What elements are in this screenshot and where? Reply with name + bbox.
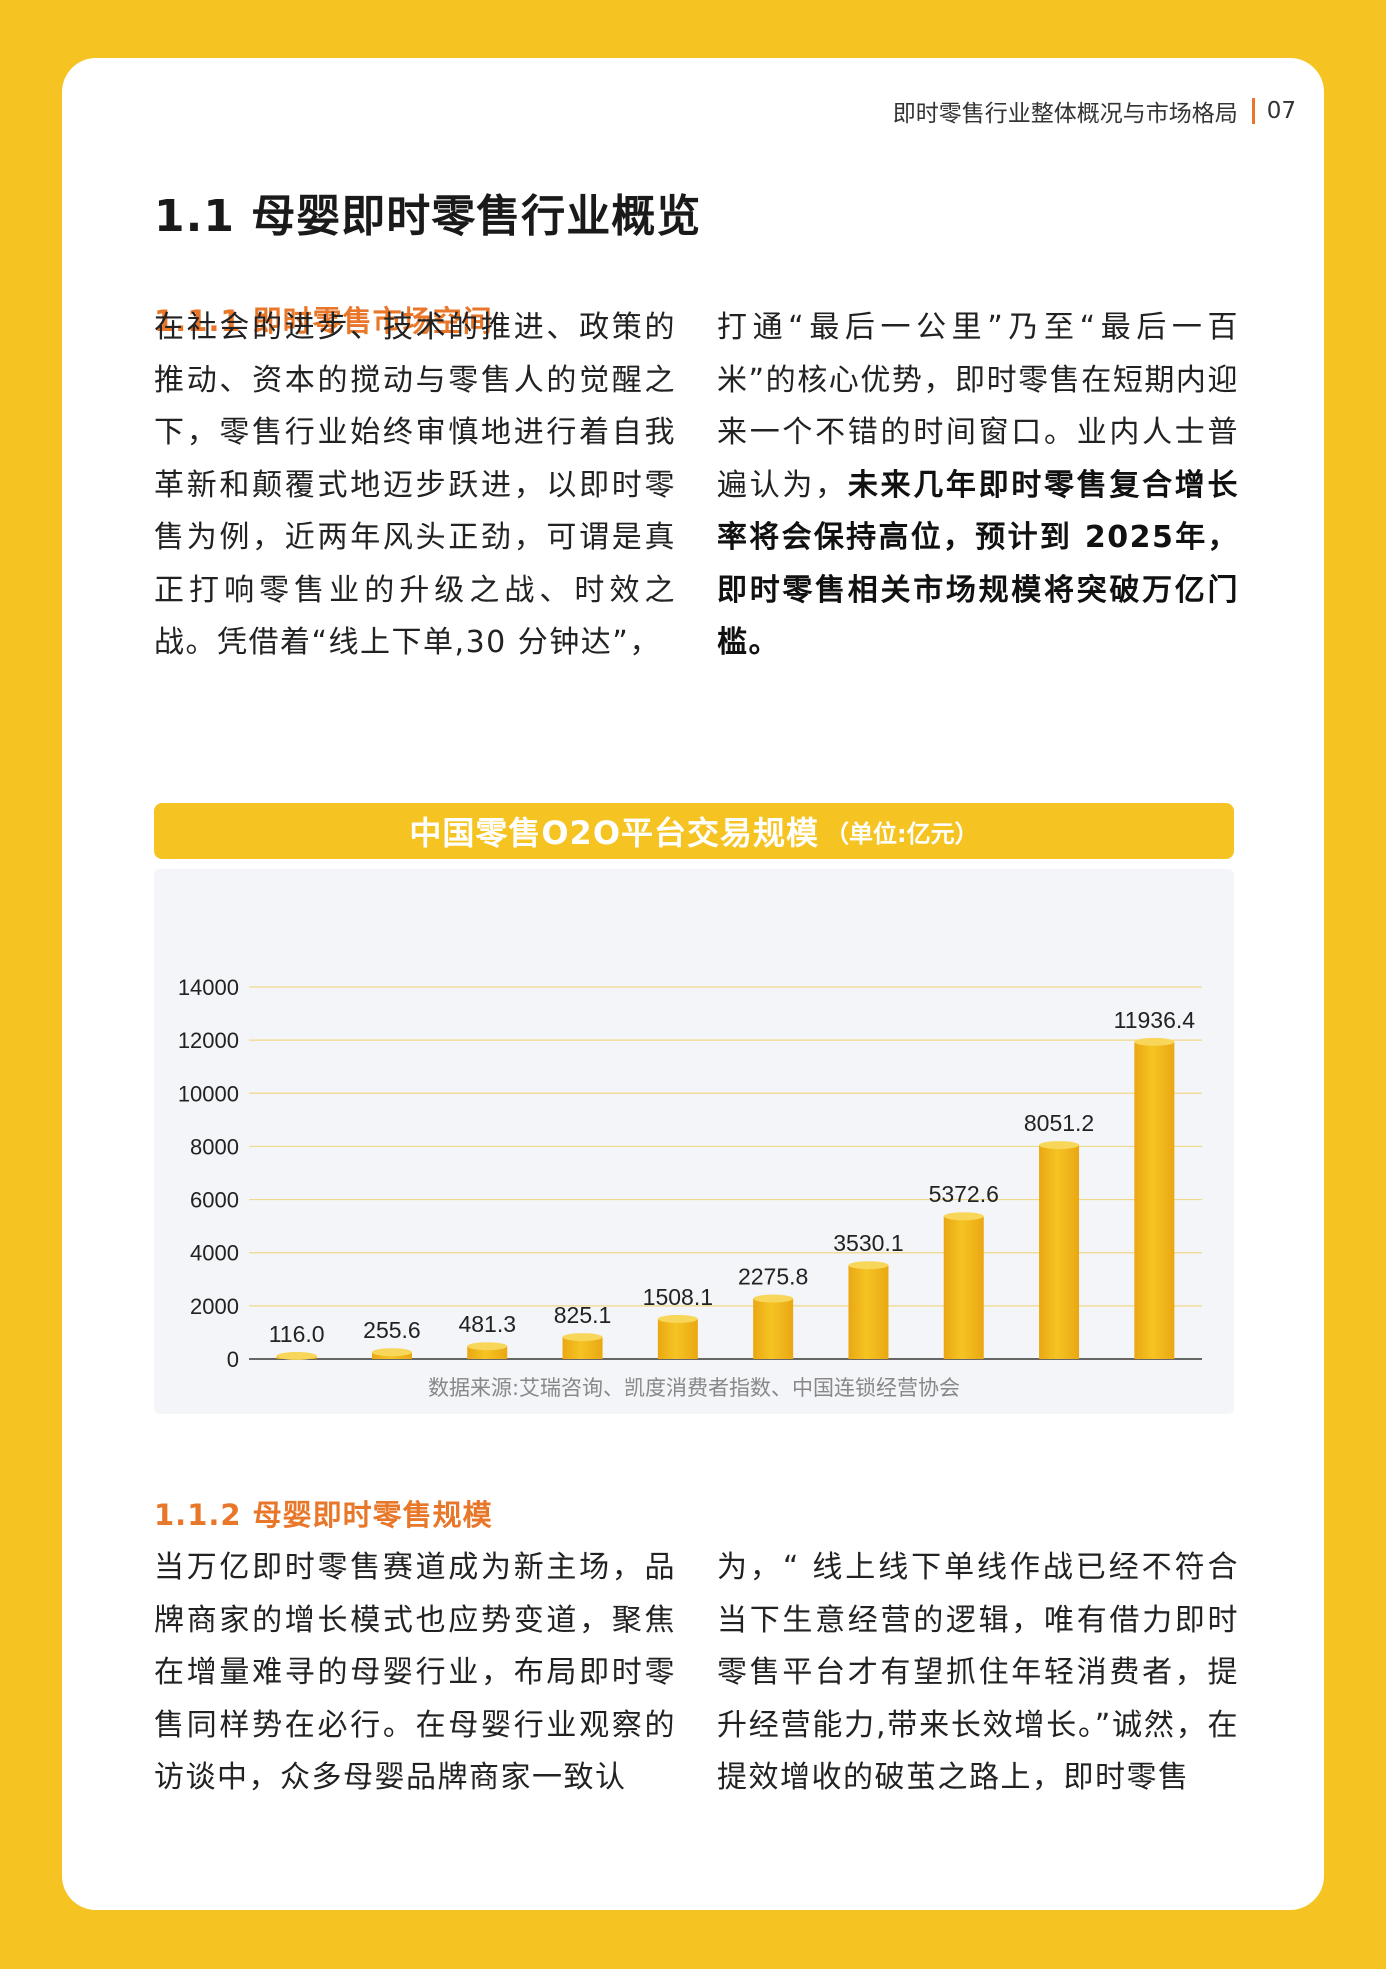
bar-chart: 02000400060008000100001200014000116.0201… [154, 869, 1234, 1414]
data-label: 255.6 [363, 1317, 421, 1343]
running-header: 即时零售行业整体概况与市场格局 07 [893, 94, 1296, 128]
y-tick-label: 0 [227, 1347, 239, 1369]
bar-top [467, 1342, 508, 1351]
data-label: 5372.6 [929, 1181, 999, 1207]
bar [753, 1298, 794, 1359]
bar [562, 1337, 603, 1359]
section-title: 1.1 母婴即时零售行业概览 [154, 191, 702, 242]
paragraph-1-right-normal: 打通“最后一公里”乃至“最后一百米”的核心优势，即时零售在短期内迎来一个不错的时… [717, 310, 1239, 503]
bar-top [848, 1261, 889, 1270]
chart-unit: （单位:亿元） [825, 819, 979, 848]
data-label: 116.0 [269, 1321, 325, 1347]
bar-top [753, 1294, 794, 1303]
bar-top [276, 1351, 317, 1360]
chart-title-banner: 中国零售O2O平台交易规模 （单位:亿元） [154, 803, 1234, 859]
y-tick-label: 14000 [178, 975, 239, 1000]
paragraph-1-right: 打通“最后一公里”乃至“最后一百米”的核心优势，即时零售在短期内迎来一个不错的时… [717, 302, 1239, 670]
subsection-title-1: 1.1.1 即时零售市场空间 [154, 304, 493, 338]
page-card: 即时零售行业整体概况与市场格局 07 1.1 母婴即时零售行业概览 1.1.1 … [62, 58, 1324, 1910]
bar-top [657, 1314, 698, 1323]
y-tick-label: 4000 [190, 1241, 239, 1266]
bar-top [943, 1212, 984, 1221]
running-title: 即时零售行业整体概况与市场格局 [892, 101, 1238, 127]
paragraph-2-left: 当万亿即时零售赛道成为新主场，品牌商家的增长模式也应势变道，聚焦在增量难寻的母婴… [154, 1550, 676, 1795]
y-tick-label: 6000 [190, 1188, 239, 1213]
data-label: 11936.4 [1114, 1007, 1196, 1033]
bar [848, 1265, 889, 1359]
paragraph-2-right: 为，“ 线上线下单线作战已经不符合当下生意经营的逻辑，唯有借力即时零售平台才有望… [717, 1550, 1239, 1795]
bar [1134, 1041, 1175, 1359]
data-label: 2275.8 [738, 1264, 808, 1290]
data-label: 3530.1 [833, 1230, 903, 1256]
paragraph-1-left: 在社会的进步、技术的推进、政策的推动、资本的搅动与零售人的觉醒之下，零售行业始终… [154, 310, 676, 660]
chart-title: 中国零售O2O平台交易规模 [409, 814, 820, 852]
y-tick-label: 10000 [178, 1081, 239, 1106]
data-label: 8051.2 [1024, 1110, 1094, 1136]
bar-top [562, 1333, 603, 1342]
bar-chart-svg: 02000400060008000100001200014000116.0201… [178, 975, 1202, 1369]
y-tick-label: 2000 [190, 1294, 239, 1319]
y-tick-label: 12000 [178, 1028, 239, 1053]
data-label: 481.3 [458, 1311, 516, 1337]
bar [1039, 1145, 1080, 1359]
bar [657, 1318, 698, 1359]
page-number: 07 [1266, 98, 1296, 124]
y-tick-label: 8000 [190, 1134, 239, 1159]
bar-top [371, 1348, 412, 1357]
bar [943, 1216, 984, 1359]
bar-top [1039, 1141, 1080, 1150]
subsection-title-2: 1.1.2 母婴即时零售规模 [154, 1498, 493, 1532]
paragraph-1-right-bold: 未来几年即时零售复合增长率将会保持高位，预计到 2025年，即时零售相关市场规模… [717, 467, 1240, 661]
bar-top [1134, 1037, 1175, 1046]
data-label: 1508.1 [643, 1284, 713, 1310]
header-separator [1251, 98, 1255, 124]
data-label: 825.1 [554, 1302, 612, 1328]
chart-source: 数据来源:艾瑞咨询、凯度消费者指数、中国连锁经营协会 [427, 1376, 961, 1400]
